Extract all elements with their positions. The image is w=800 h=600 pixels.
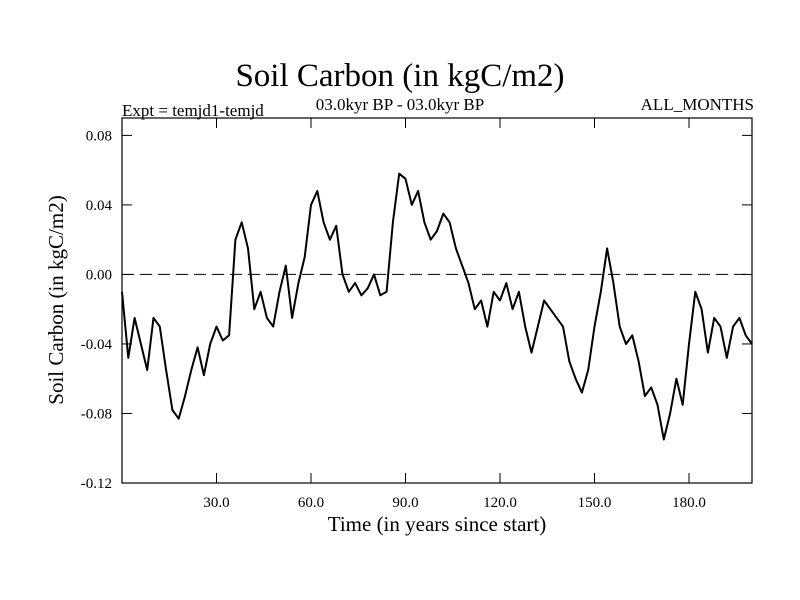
plot-frame	[121, 117, 753, 484]
x-tick-label: 120.0	[483, 495, 517, 511]
y-tick-label: 0.04	[86, 198, 113, 214]
x-tick-label: 150.0	[578, 495, 612, 511]
y-axis-label: Soil Carbon (in kgC/m2)	[44, 195, 68, 404]
x-axis-label: Time (in years since start)	[328, 512, 547, 536]
x-tick-label: 60.0	[298, 495, 324, 511]
x-tick-label: 30.0	[203, 495, 229, 511]
x-tick-label: 180.0	[672, 495, 706, 511]
months-label: ALL_MONTHS	[640, 95, 754, 114]
y-tick-label: -0.04	[81, 337, 113, 353]
y-tick-label: -0.12	[81, 476, 112, 492]
x-tick-label: 90.0	[392, 495, 418, 511]
y-tick-label: -0.08	[81, 406, 112, 422]
chart-title: Soil Carbon (in kgC/m2)	[235, 58, 565, 94]
y-tick-label: 0.00	[86, 267, 112, 283]
series-line	[121, 172, 753, 441]
axis-ticks: 30.0 60.0 90.0 120.0 150.0 180.0 -0.12 -0.08 -0.…	[81, 118, 752, 511]
period-label: 03.0kyr BP - 03.0kyr BP	[315, 95, 485, 114]
y-tick-label: 0.08	[86, 128, 112, 144]
experiment-label: Expt = temjd1-temjd	[122, 101, 264, 120]
